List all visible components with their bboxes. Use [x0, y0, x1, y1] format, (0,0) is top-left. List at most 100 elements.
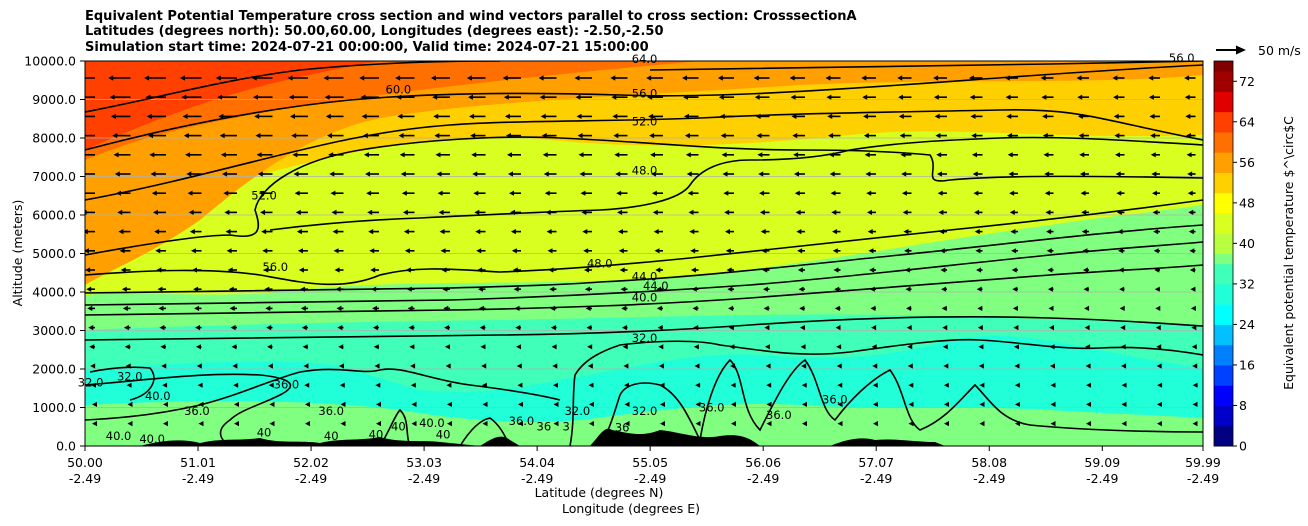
- x-tick-label-lon: -2.49: [634, 471, 666, 486]
- wind-vector-head: [837, 382, 843, 388]
- wind-vector-head: [907, 344, 913, 350]
- wind-vector-head: [148, 133, 154, 139]
- wind-vector-head: [764, 344, 770, 350]
- wind-vector-head: [1013, 325, 1019, 331]
- wind-vector-head: [933, 75, 939, 81]
- wind-vector-head: [582, 229, 588, 235]
- wind-vector-head: [836, 363, 842, 369]
- wind-vector-head: [866, 209, 872, 215]
- wind-vector-head: [551, 344, 557, 350]
- wind-vector-head: [475, 229, 481, 235]
- wind-vector-head: [444, 344, 450, 350]
- wind-vector-head: [1192, 382, 1198, 388]
- colorbar-segment: [1214, 324, 1233, 336]
- wind-vector-head: [906, 325, 912, 331]
- wind-vector-head: [190, 248, 196, 254]
- wind-vector-head: [968, 75, 974, 81]
- wind-vector-head: [622, 344, 628, 350]
- wind-vector-head: [188, 209, 194, 215]
- wind-vector-head: [793, 171, 799, 177]
- wind-vector-head: [323, 75, 329, 81]
- wind-vector-head: [1015, 401, 1020, 407]
- colorbar-segment: [1214, 425, 1233, 437]
- colorbar-tick-label: 64: [1239, 114, 1255, 129]
- wind-vector-head: [908, 421, 914, 427]
- wind-vector-head: [1009, 209, 1015, 215]
- wind-vector-head: [1120, 325, 1126, 331]
- colorbar-label: Equivalent potential temperature $^\circ…: [1281, 116, 1296, 390]
- wind-vector-head: [406, 286, 412, 292]
- wind-vector-head: [224, 209, 230, 215]
- wind-vector-head: [624, 401, 630, 407]
- contour-line: [269, 136, 1203, 231]
- contour-label: 40.0: [139, 432, 165, 446]
- colorbar-segment: [1214, 101, 1233, 113]
- wind-vector-head: [979, 382, 985, 388]
- contour-label: 36.0: [184, 404, 210, 418]
- wind-vector-head: [1086, 401, 1091, 407]
- wind-vector-head: [340, 401, 346, 407]
- wind-vector-head: [553, 401, 559, 407]
- wind-vector-head: [613, 133, 619, 139]
- wind-vector-head: [589, 401, 594, 407]
- wind-vector-head: [187, 190, 193, 196]
- wind-vector-head: [1011, 248, 1017, 254]
- wind-vector-head: [862, 94, 868, 100]
- wind-vector-head: [502, 75, 508, 81]
- contour-label: 56.0: [1169, 51, 1195, 65]
- wind-vector-head: [649, 133, 655, 139]
- wind-vector-head: [410, 363, 416, 369]
- colorbar-tick-label: 40: [1239, 236, 1255, 251]
- wind-vector-head: [397, 113, 403, 119]
- x-tick-label-lon: -2.49: [69, 471, 101, 486]
- wind-vector-head: [195, 344, 201, 350]
- wind-vector-head: [899, 133, 905, 139]
- wind-vector-head: [179, 75, 185, 81]
- wind-vector-head: [755, 113, 761, 119]
- wind-vector-head: [296, 229, 302, 235]
- chart-title-line-2: Latitudes (degrees north): 50.00,60.00, …: [85, 24, 664, 39]
- wind-vector-head: [222, 171, 228, 177]
- wind-vector-head: [513, 286, 519, 292]
- colorbar-segment: [1214, 61, 1233, 72]
- wind-vector-head: [828, 152, 834, 158]
- wind-vector-head: [614, 152, 620, 158]
- wind-vector-head: [760, 229, 766, 235]
- wind-vector-head: [114, 171, 120, 177]
- colorbar-segment: [1214, 131, 1233, 143]
- wind-vector-head: [269, 401, 275, 407]
- wind-vector-head: [79, 171, 84, 176]
- wind-vector-head: [974, 209, 980, 215]
- wind-vector-head: [1153, 248, 1159, 254]
- colorbar-segment: [1214, 364, 1233, 376]
- wind-vector-head: [329, 171, 335, 177]
- contour-label: 32.0: [78, 375, 104, 389]
- wind-vector-head: [938, 209, 944, 215]
- wind-vector-head: [718, 94, 724, 100]
- wind-vector-head: [302, 344, 308, 350]
- wind-vector-head: [435, 152, 441, 158]
- wind-vector-head: [1078, 133, 1084, 139]
- wind-vector-head: [124, 344, 130, 350]
- wind-vector-head: [833, 267, 839, 273]
- wind-vector-head: [375, 382, 381, 388]
- wind-vector-head: [832, 248, 838, 254]
- wind-vector-head: [262, 248, 268, 254]
- contour-label: 40.0: [419, 416, 445, 430]
- wind-vector-head: [1187, 190, 1193, 196]
- wind-vector-head: [974, 229, 980, 235]
- wind-vector-head: [467, 94, 473, 100]
- wind-vector-head: [1190, 305, 1196, 311]
- colorbar-segment: [1214, 192, 1233, 204]
- wind-vector-head: [116, 190, 122, 196]
- wind-vector-head: [1008, 171, 1014, 177]
- wind-vector-head: [658, 344, 664, 350]
- colorbar-segment: [1214, 71, 1233, 82]
- wind-vector-head: [217, 94, 223, 100]
- colorbar-segment: [1214, 314, 1233, 325]
- wind-vector-head: [977, 325, 983, 331]
- wind-vector-head: [1185, 113, 1191, 119]
- wind-vector-head: [266, 325, 272, 331]
- colorbar-segment: [1214, 415, 1233, 427]
- wind-vector-head: [1009, 190, 1015, 196]
